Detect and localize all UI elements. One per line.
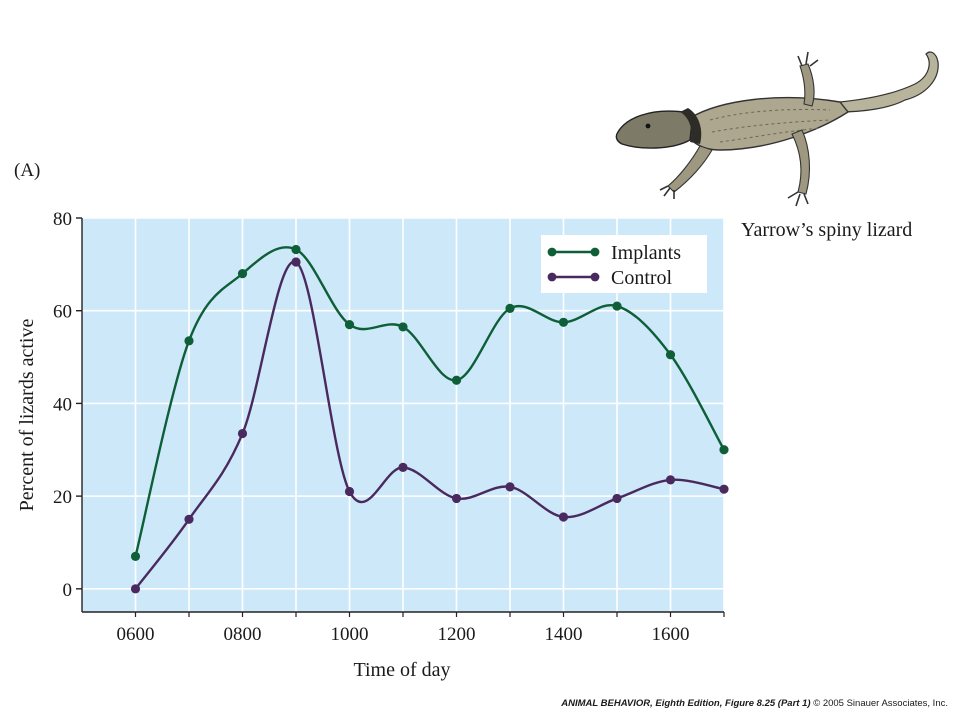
panel-label: (A) — [14, 160, 41, 181]
credit-copyright: © 2005 Sinauer Associates, Inc. — [813, 698, 948, 709]
control-data-point — [184, 514, 194, 524]
lizard-caption: Yarrow’s spiny lizard — [741, 219, 912, 241]
implants-data-point — [719, 445, 729, 455]
figure-credit: ANIMAL BEHAVIOR, Eighth Edition, Figure … — [561, 698, 948, 709]
implants-legend-marker — [590, 247, 600, 257]
credit-source: ANIMAL BEHAVIOR, Eighth Edition, Figure … — [561, 698, 811, 709]
control-data-point — [451, 493, 462, 504]
implants-data-point — [237, 269, 248, 279]
y-tick-label: 80 — [53, 209, 72, 230]
axes: 0 20 40 60 80 0600 0800 1000 1200 1400 1600 — [53, 209, 725, 645]
implants-data-point — [451, 375, 462, 385]
lizard-illustration — [615, 51, 939, 207]
implants-legend-label: Implants — [611, 242, 681, 264]
control-data-point — [291, 257, 301, 267]
x-tick-label: 1000 — [331, 624, 369, 645]
control-data-point — [505, 482, 515, 492]
legend: Implants Control — [541, 235, 707, 293]
legend-box — [541, 235, 707, 293]
series-layer — [130, 244, 729, 594]
control-data-point — [719, 484, 729, 494]
implants-data-point — [344, 320, 355, 330]
implants-data-point — [398, 322, 408, 332]
implants-data-point — [184, 336, 194, 346]
y-tick-label: 40 — [53, 394, 72, 415]
implants-data-point — [665, 350, 676, 360]
control-data-point — [237, 428, 248, 439]
implants-data-point — [130, 551, 141, 561]
y-tick-label: 0 — [63, 580, 73, 601]
x-tick-label: 1200 — [438, 624, 476, 645]
control-legend-label: Control — [611, 267, 673, 289]
x-tick-label: 1600 — [652, 624, 690, 645]
x-tick-label: 1400 — [545, 624, 583, 645]
x-tick-label: 0600 — [117, 624, 155, 645]
control-series-line — [134, 260, 725, 590]
implants-data-point — [558, 317, 569, 327]
x-tick-label: 0800 — [224, 624, 262, 645]
control-data-point — [130, 584, 141, 594]
control-data-point — [398, 462, 408, 472]
implants-data-point — [291, 244, 301, 255]
control-data-point — [665, 475, 676, 485]
x-axis-title: Time of day — [353, 659, 450, 681]
control-legend-marker — [590, 272, 600, 282]
control-data-point — [558, 512, 569, 522]
y-axis-title: Percent of lizards active — [16, 319, 38, 512]
control-data-point — [344, 486, 355, 497]
implants-data-point — [505, 303, 515, 313]
implants-data-point — [612, 301, 622, 311]
y-tick-label: 20 — [53, 487, 72, 508]
y-tick-label: 60 — [53, 302, 72, 323]
control-data-point — [612, 493, 622, 504]
control-legend-marker — [547, 272, 557, 282]
implants-legend-marker — [547, 247, 557, 257]
